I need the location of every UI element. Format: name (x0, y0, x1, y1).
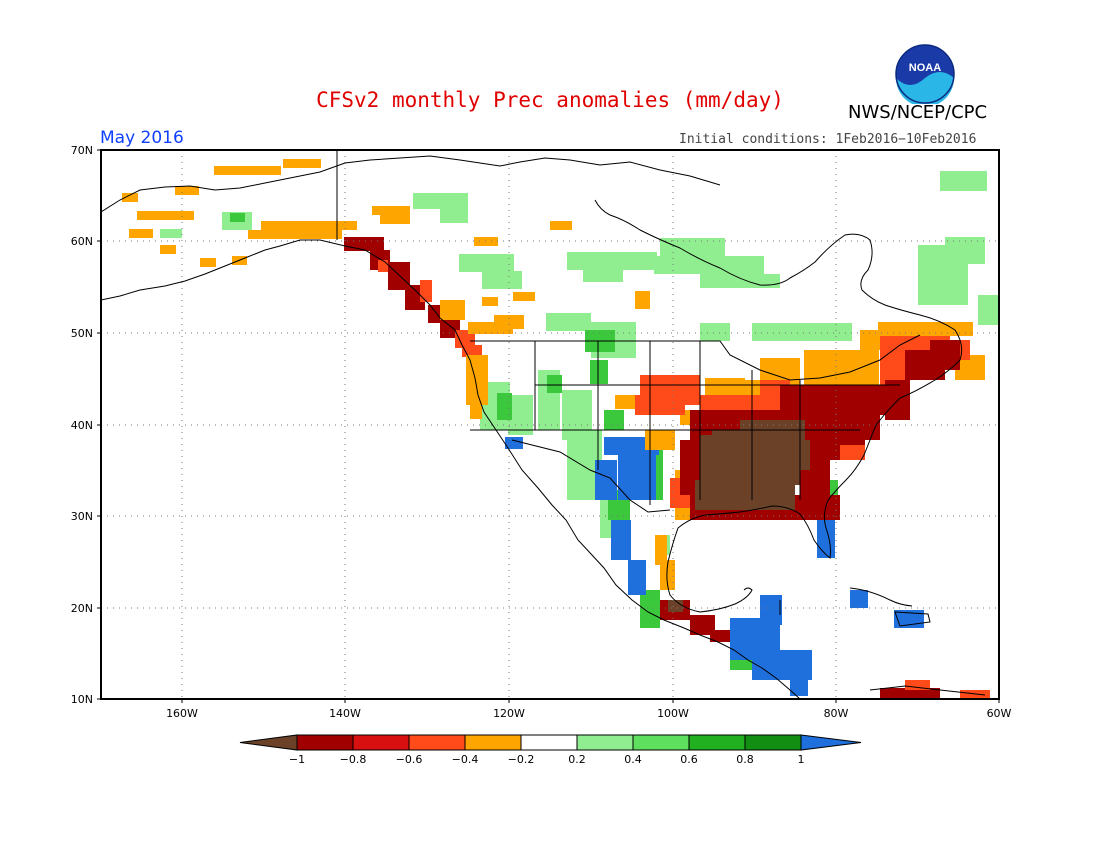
lat-label: 30N (71, 510, 93, 523)
anomaly-caribbean-red (905, 680, 990, 699)
colorbar-swatch (520, 734, 578, 751)
anomaly-field (122, 159, 999, 699)
colorbar-label: −0.6 (396, 753, 423, 766)
lat-label: 60N (71, 235, 93, 248)
initial-conditions: Initial conditions: 1Feb2016−10Feb2016 (679, 132, 977, 147)
lon-label: 100W (657, 707, 689, 720)
lat-label: 70N (71, 144, 93, 157)
colorbar-label: 0.2 (568, 753, 586, 766)
colorbar-swatch (576, 734, 634, 751)
agency-label: NWS/NCEP/CPC (848, 102, 988, 123)
colorbar-label: −1 (289, 753, 305, 766)
lon-label: 140W (329, 707, 361, 720)
lat-labels: 70N 60N 50N 40N 30N 20N 10N (71, 144, 93, 706)
colorbar-arrow-right (800, 734, 862, 751)
lon-label: 120W (493, 707, 525, 720)
colorbar-swatch (296, 734, 354, 751)
lat-label: 20N (71, 602, 93, 615)
lon-labels: 160W 140W 120W 100W 80W 60W (166, 707, 1011, 720)
valid-month: May 2016 (100, 128, 184, 148)
colorbar-label: 0.4 (624, 753, 642, 766)
anomaly-pacific-coast-yellow (440, 300, 675, 590)
lon-label: 60W (987, 707, 1012, 720)
logo-lettering: NOAA (909, 62, 941, 74)
colorbar-label: −0.8 (340, 753, 367, 766)
colorbar: −1 −0.8 −0.6 −0.4 −0.2 0.2 0.4 0.6 0.8 1 (239, 734, 862, 766)
anomaly-pacific-coast-red (344, 237, 460, 338)
coastlines (101, 155, 986, 699)
borders (336, 150, 921, 513)
axis-ticks (97, 149, 1000, 703)
colorbar-label: −0.4 (452, 753, 479, 766)
colorbar-swatch (744, 734, 802, 751)
lat-label: 50N (71, 327, 93, 340)
lat-label: 10N (71, 693, 93, 706)
lat-label: 40N (71, 419, 93, 432)
colorbar-swatch (352, 734, 410, 751)
colorbar-label: 1 (798, 753, 805, 766)
noaa-logo: NOAA (895, 44, 955, 107)
lon-label: 160W (166, 707, 198, 720)
colorbar-swatch (408, 734, 466, 751)
colorbar-arrow-left (239, 734, 298, 751)
chart-title: CFSv2 monthly Prec anomalies (mm/day) (316, 88, 784, 112)
lon-label: 80W (824, 707, 849, 720)
anomaly-alaska (122, 159, 650, 309)
colorbar-swatch (688, 734, 746, 751)
colorbar-swatch (632, 734, 690, 751)
colorbar-label: −0.2 (508, 753, 535, 766)
anomaly-mexico-brown (668, 600, 683, 612)
colorbar-label: 0.8 (736, 753, 754, 766)
colorbar-swatch (464, 734, 522, 751)
colorbar-label: 0.6 (680, 753, 698, 766)
